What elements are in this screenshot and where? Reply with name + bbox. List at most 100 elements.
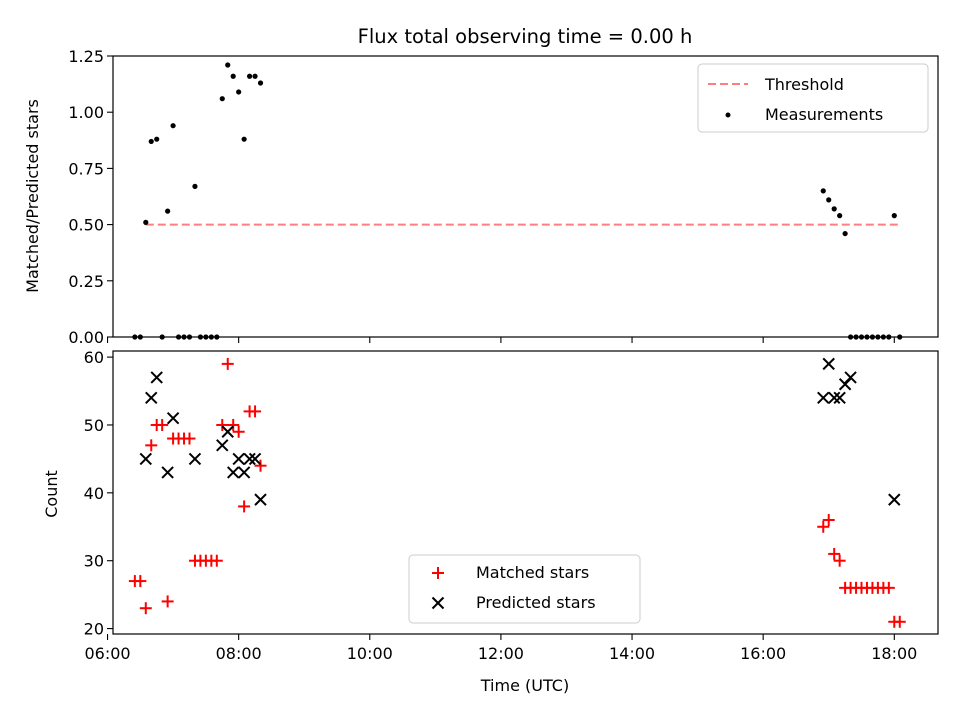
measurement-point [165,208,171,214]
top-y-axis-label: Matched/Predicted stars [23,99,42,293]
legend-matched-swatch [432,567,444,579]
x-axis-label: Time (UTC) [480,676,569,695]
matched-stars-point [134,575,147,588]
chart-title: Flux total observing time = 0.00 h [358,25,693,48]
matched-stars-point [210,554,223,567]
legend-measurements-label: Measurements [765,105,883,124]
bottom-y-tick-label: 60 [84,348,104,367]
matched-stars-point [183,432,196,445]
bottom-x-tick-label: 16:00 [740,644,786,663]
bottom-x-tick-label: 12:00 [478,644,524,663]
measurement-point [842,230,848,237]
predicted-stars-point [817,391,830,405]
matched-stars-point [227,418,240,431]
matched-stars-point [833,554,846,567]
top-x-ticks [106,337,895,343]
bottom-x-tick-label: 08:00 [216,644,262,663]
bottom-legend: Matched stars Predicted stars [408,554,641,624]
matched-stars-point [238,500,251,513]
legend-predicted-label: Predicted stars [476,593,596,612]
measurement-point [831,206,837,212]
measurement-point [257,80,264,86]
matched-stars-point [221,357,234,370]
predicted-stars-point [216,439,229,452]
bottom-x-tick-label: 06:00 [84,644,130,663]
bottom-x-ticks: 06:00 08:00 10:00 12:00 14:00 16:00 18:00 [84,634,917,663]
measurement-point [252,73,258,79]
measurement-point [192,183,198,189]
measurement-point [170,123,176,129]
predicted-stars-point [161,466,174,479]
predicted-stars-point [254,493,267,506]
matched-stars-point [156,418,169,431]
measurement-point [230,73,236,79]
bottom-legend-frame [408,554,641,624]
measurement-point [225,62,231,68]
top-y-tick-label: 1.00 [68,103,104,122]
matched-stars-point [216,418,229,431]
matched-stars-point [893,615,906,628]
measurement-point [891,213,897,219]
top-y-ticks: 0.00 0.25 0.50 0.75 1.00 1.25 [68,47,113,347]
bottom-x-tick-label: 18:00 [871,644,917,663]
matched-stars-point [161,595,174,608]
legend-measurements-swatch [725,112,731,118]
legend-matched-label: Matched stars [476,563,589,582]
measurement-point [154,136,160,142]
matched-stars-point [145,439,158,452]
bottom-y-tick-label: 20 [84,620,104,639]
measurement-point [143,219,149,225]
predicted-stars-point [237,466,251,479]
measurement-point [837,213,843,219]
predicted-stars-point [822,357,835,371]
matched-stars-point [828,547,841,560]
bottom-y-axis-label: Count [42,470,61,518]
predicted-stars-point [833,391,846,405]
top-plot-frame [112,55,939,338]
predicted-stars-point [232,452,245,466]
measurement-point [820,188,826,194]
predicted-stars-point [166,411,180,425]
matched-stars-point [254,459,267,472]
top-y-tick-label: 0.00 [68,328,104,347]
predicted-stars-point [150,371,163,384]
legend-plus-marker [432,567,444,579]
predicted-stars-point [888,493,901,506]
top-legend: Threshold Measurements [697,63,929,133]
predicted-stars-point [221,425,234,438]
bottom-y-tick-label: 30 [84,552,104,571]
legend-predicted-swatch [431,596,445,610]
predicted-stars-point [139,452,152,466]
matched-stars-point [249,405,262,418]
bottom-y-tick-label: 40 [84,484,104,503]
bottom-x-tick-label: 14:00 [609,644,655,663]
predicted-stars-point [844,371,857,384]
measurement-point [246,73,253,79]
measurement-point [241,136,247,142]
top-y-tick-label: 1.25 [68,47,104,66]
top-y-tick-label: 0.25 [68,272,104,291]
top-y-tick-label: 0.50 [68,216,104,235]
matched-stars-point [817,520,830,533]
matched-stars-point [232,425,245,438]
top-y-tick-label: 0.75 [68,159,104,178]
legend-threshold-label: Threshold [764,75,844,94]
measurement-point [219,96,225,102]
bottom-x-tick-label: 10:00 [347,644,393,663]
predicted-stars-point [188,452,202,466]
matched-stars-point [882,581,895,594]
predicted-stars-point [243,452,256,466]
predicted-stars-point [226,466,240,479]
measurement-point [148,138,154,145]
matched-stars-point [139,602,152,615]
predicted-stars-point [827,391,841,405]
bottom-plot-area [128,357,906,628]
top-legend-frame [697,63,929,133]
legend-x-marker [431,596,445,610]
matched-stars-point [822,513,835,526]
bottom-y-tick-label: 50 [84,416,104,435]
bottom-y-ticks: 20 30 40 50 60 [84,348,113,639]
predicted-stars-point [145,391,158,405]
predicted-stars-point [248,452,262,466]
